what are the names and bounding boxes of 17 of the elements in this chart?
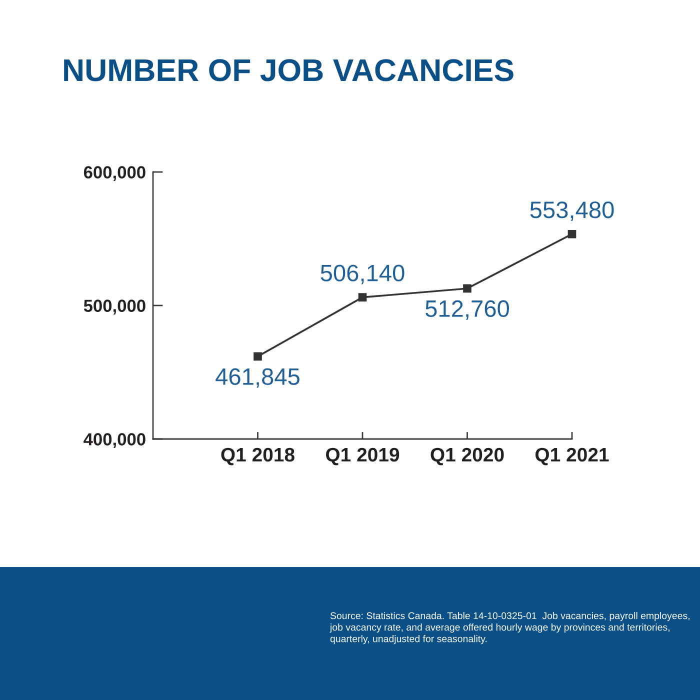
point xyxy=(254,352,262,361)
x-tick-label: Q1 2019 xyxy=(326,448,400,466)
y-tick-label: 500,000 xyxy=(84,300,146,314)
y-tick-label: 400,000 xyxy=(84,433,146,448)
data-label: 461,845 xyxy=(216,368,300,388)
data-label: 506,140 xyxy=(320,264,404,284)
x-tick-label: Q1 2020 xyxy=(430,448,504,466)
data-label: 553,480 xyxy=(530,202,614,222)
source-note: Source: Statistics Canada. Table 14-10-0325-01 Job vacancies, payroll employees, job vacancy rate, and average offered hourly wage by provinces and territories, quarterly, unadjusted for seasonality. xyxy=(330,612,690,644)
data-label: 512,760 xyxy=(426,300,510,320)
point xyxy=(358,293,367,302)
point xyxy=(568,230,576,238)
point xyxy=(463,284,472,293)
chart-title: NUMBER OF JOB VACANCIES xyxy=(64,59,514,82)
x-tick-label: Q1 2021 xyxy=(536,448,609,466)
x-tick-label: Q1 2018 xyxy=(221,448,294,466)
y-tick-label: 600,000 xyxy=(84,166,146,181)
